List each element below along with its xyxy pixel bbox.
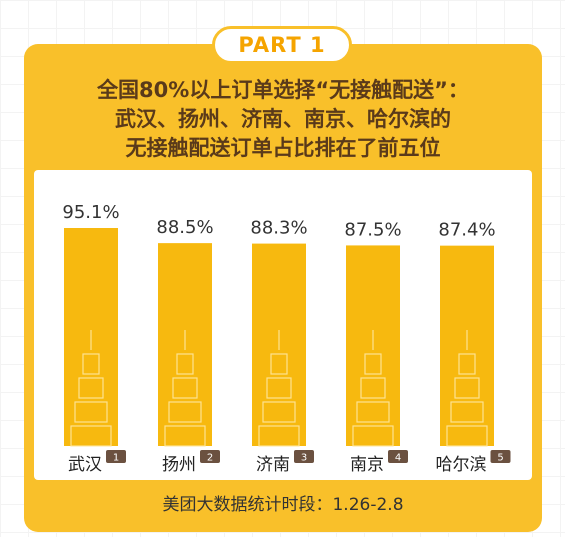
category-label: 扬州	[162, 455, 196, 475]
headline: 全国80%以上订单选择“无接触配送”： 武汉、扬州、济南、南京、哈尔滨的 无接触…	[34, 76, 532, 163]
part-badge: PART 1	[212, 26, 352, 64]
rank-number: 3	[301, 453, 307, 464]
headline-line-2: 武汉、扬州、济南、南京、哈尔滨的	[115, 107, 451, 131]
value-label: 87.4%	[438, 220, 495, 241]
rank-number: 5	[497, 453, 503, 464]
rank-badge	[294, 450, 314, 463]
rank-badge	[200, 450, 220, 463]
category-label: 济南	[256, 455, 290, 475]
value-label: 88.3%	[250, 218, 307, 239]
category-label: 武汉	[68, 455, 102, 475]
category-label: 南京	[350, 455, 384, 475]
landmark-decoration	[446, 330, 488, 447]
rank-number: 2	[207, 453, 213, 464]
rank-badge	[388, 450, 408, 463]
landmark-decoration	[164, 330, 206, 447]
landmark-decoration	[70, 330, 112, 447]
landmark-decoration	[352, 330, 394, 447]
category-label: 哈尔滨	[436, 455, 487, 475]
rank-badge	[490, 450, 511, 463]
value-label: 87.5%	[344, 219, 401, 240]
value-label: 88.5%	[156, 217, 213, 238]
headline-line-1: 全国80%以上订单选择“无接触配送”：	[97, 78, 469, 102]
landmark-decoration	[258, 330, 300, 447]
value-label: 95.1%	[62, 202, 119, 223]
rank-badge	[106, 450, 126, 463]
rank-number: 4	[395, 453, 401, 464]
rank-number: 1	[113, 453, 119, 464]
data-source-note: 美团大数据统计时段：1.26-2.8	[162, 495, 404, 515]
headline-line-3: 无接触配送订单占比排在了前五位	[125, 136, 441, 160]
